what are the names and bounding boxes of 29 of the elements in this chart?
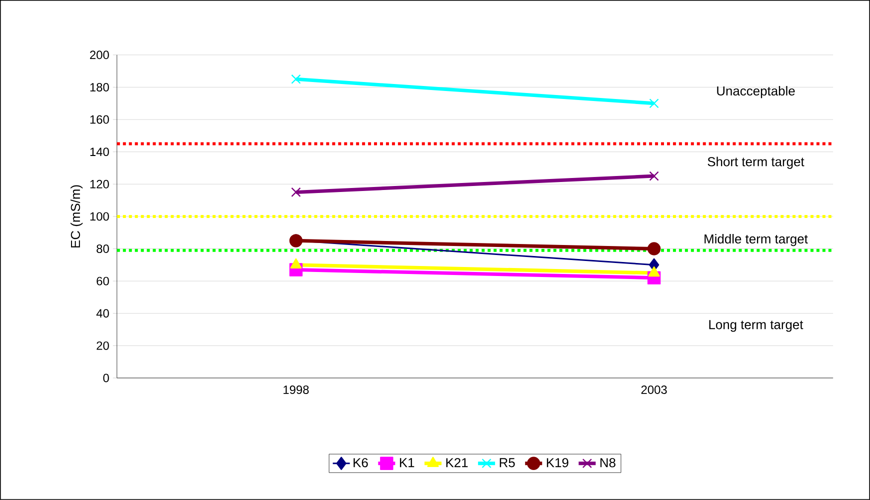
y-tick-label: 100 [90, 212, 109, 221]
x-tick-label: 1998 [284, 386, 309, 394]
y-tick-label: 120 [90, 180, 109, 188]
y-tick-label: 60 [96, 276, 109, 286]
annotation: Middle term target [704, 234, 808, 246]
annotation: Unacceptable [717, 86, 795, 98]
legend-label: K21 [446, 458, 468, 468]
point [291, 187, 301, 198]
legend-label: R5 [500, 458, 515, 468]
point [649, 171, 659, 181]
y-tick-label: 180 [90, 83, 109, 92]
y-tick-label: 200 [90, 50, 109, 60]
y-tick-label: 80 [96, 244, 109, 254]
legend-label: K6 [354, 458, 368, 468]
y-tick-label: 0 [103, 374, 109, 382]
x-tick-label: 2003 [641, 386, 667, 394]
y-tick-label: 20 [96, 341, 109, 350]
annotation: Short term target [708, 156, 804, 169]
legend-label: N8 [600, 458, 616, 468]
y-tick-label: 140 [90, 148, 109, 156]
legend-label: K19 [546, 458, 568, 468]
point [649, 98, 659, 108]
y-tick-label: 40 [96, 309, 109, 318]
y-axis-title: EC (mS/m) [70, 185, 83, 248]
legend-label: K1 [400, 458, 414, 468]
y-tick-label: 160 [90, 115, 109, 124]
point [647, 242, 661, 256]
annotation: Long term target [709, 320, 804, 332]
point [291, 74, 301, 84]
